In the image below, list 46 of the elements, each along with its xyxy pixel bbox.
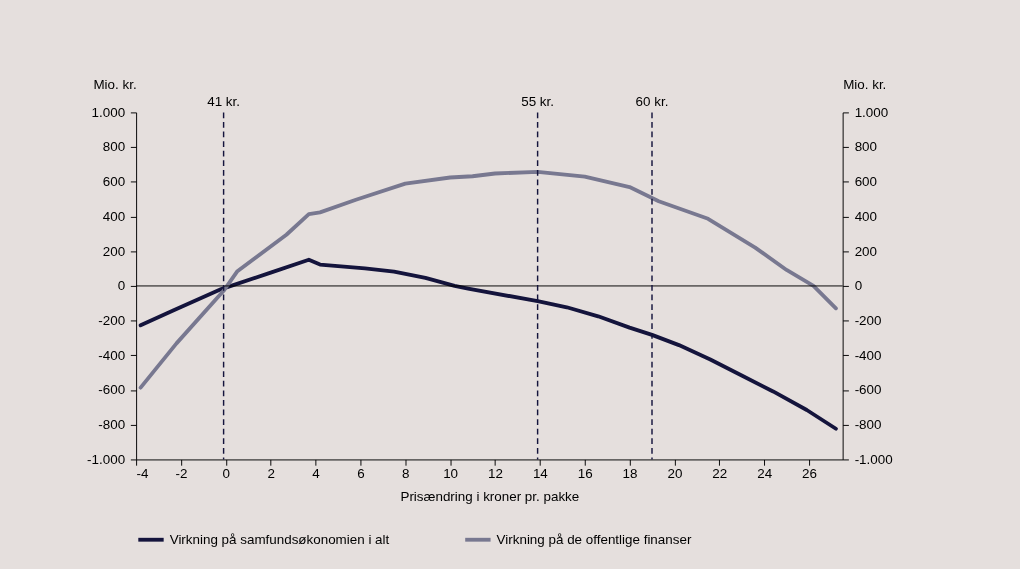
ref-line-label: 60 kr. [635, 93, 669, 109]
y2-tick-label: 1.000 [854, 104, 889, 120]
ref-line-label: 55 kr. [521, 93, 555, 109]
y2-tick-label: 600 [854, 174, 878, 190]
y2-tick-label: 0 [854, 278, 863, 294]
x-tick-label: 8 [402, 466, 410, 482]
x-tick-label: 4 [312, 466, 321, 482]
ref-line-label: 41 kr. [207, 93, 240, 109]
x-tick-label: 26 [802, 466, 817, 482]
y-axis-title: Mio. kr. [93, 76, 137, 92]
y-tick-label: -1.000 [87, 451, 126, 467]
x-tick-label: -2 [175, 466, 188, 482]
x-tick-label: 22 [712, 466, 728, 482]
y2-tick-label: -1.000 [854, 451, 893, 467]
x-tick-label: 10 [443, 466, 459, 482]
legend-label: Virkning på de offentlige finanser [496, 531, 692, 547]
y-tick-label: -600 [98, 382, 126, 398]
y-tick-label: -400 [98, 347, 126, 363]
x-axis-title: Prisændring i kroner pr. pakke [400, 489, 580, 505]
y2-tick-label: -400 [854, 347, 882, 363]
y-tick-label: 0 [117, 278, 126, 294]
y2-tick-label: 800 [854, 139, 878, 155]
x-tick-label: 24 [757, 466, 773, 482]
x-tick-label: 12 [488, 466, 503, 482]
y2-tick-label: -600 [854, 382, 882, 398]
y-tick-label: 400 [102, 208, 126, 224]
y-tick-label: 1.000 [91, 104, 126, 120]
y2-tick-label: 200 [854, 243, 878, 259]
x-tick-label: 18 [622, 466, 638, 482]
x-tick-label: 6 [357, 466, 365, 482]
y2-tick-label: -800 [854, 417, 882, 433]
y-tick-label: -800 [98, 417, 126, 433]
x-tick-label: 14 [532, 466, 549, 482]
x-tick-label: -4 [136, 466, 150, 482]
y2-tick-label: 400 [854, 208, 878, 224]
x-tick-label: 20 [667, 466, 683, 482]
y2-tick-label: -200 [854, 312, 882, 328]
y-tick-label: 200 [102, 243, 126, 259]
x-tick-label: 16 [577, 466, 593, 482]
legend-label: Virkning på samfundsøkonomien i alt [169, 531, 390, 547]
y-tick-label: 800 [102, 139, 126, 155]
y-tick-label: 600 [102, 174, 126, 190]
x-tick-label: 2 [267, 466, 275, 482]
y-tick-label: -200 [98, 312, 126, 328]
x-tick-label: 0 [222, 466, 231, 482]
y2-axis-title: Mio. kr. [843, 76, 887, 92]
